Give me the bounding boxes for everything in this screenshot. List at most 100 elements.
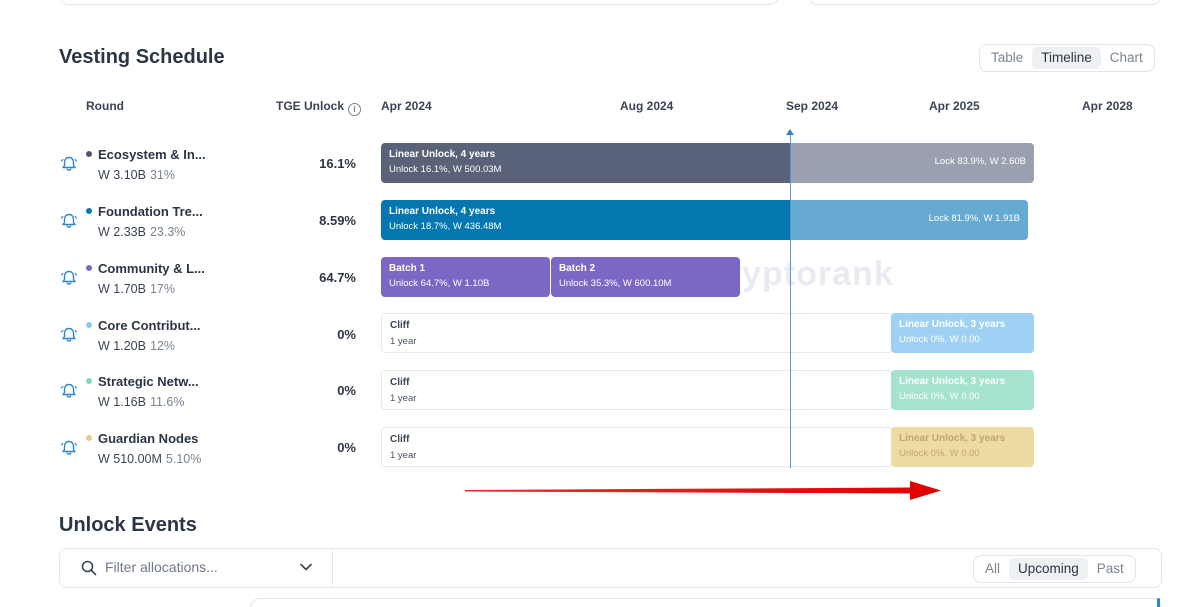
- bar-strategic-cliff[interactable]: Cliff 1 year: [381, 370, 892, 410]
- round-amount-percent: 5.10%: [165, 452, 202, 466]
- bar-strategic-linear[interactable]: Linear Unlock, 3 years Unlock 0%, W 0.00: [891, 370, 1034, 410]
- bar-title: Linear Unlock, 3 years: [899, 376, 1006, 387]
- bar-subtitle: Unlock 0%, W 0.00: [899, 391, 980, 402]
- round-tge-unlock: 0%: [337, 440, 356, 455]
- cliff-title: Cliff: [390, 320, 410, 331]
- round-amount-value: W 1.70B: [98, 282, 146, 296]
- cliff-title: Cliff: [390, 434, 410, 445]
- round-color-dot: [86, 265, 92, 271]
- round-row-strategic[interactable]: Strategic Netw... W 1.16B 11.6% 0%: [60, 374, 360, 414]
- round-amount-value: W 1.20B: [98, 339, 146, 353]
- bell-icon[interactable]: [60, 269, 78, 287]
- round-amount: W 3.10B 31%: [98, 168, 175, 182]
- round-color-dot: [86, 322, 92, 328]
- bar-title: Linear Unlock, 3 years: [899, 319, 1006, 330]
- unlock-events-title: Unlock Events: [59, 514, 197, 536]
- round-amount: W 510.00M 5.10%: [98, 452, 201, 466]
- round-tge-unlock: 0%: [337, 327, 356, 342]
- bar-community-batch-2[interactable]: Batch 2 Unlock 35.3%, W 600.10M: [551, 257, 740, 297]
- round-name: Strategic Netw...: [86, 374, 199, 389]
- cliff-subtitle: 1 year: [390, 393, 417, 404]
- round-name-label: Ecosystem & In...: [98, 147, 206, 162]
- bar-core-linear[interactable]: Linear Unlock, 3 years Unlock 0%, W 0.00: [891, 313, 1034, 353]
- view-timeline-button[interactable]: Timeline: [1032, 47, 1101, 69]
- bar-title: Batch 2: [559, 263, 596, 274]
- round-amount-percent: 12%: [149, 339, 175, 353]
- round-row-guardian[interactable]: Guardian Nodes W 510.00M 5.10% 0%: [60, 431, 360, 471]
- bell-icon[interactable]: [60, 155, 78, 173]
- filter-divider: [332, 549, 333, 587]
- view-toggle: Table Timeline Chart: [979, 44, 1155, 72]
- round-amount-percent: 23.3%: [149, 225, 186, 239]
- bar-subtitle: Unlock 16.1%, W 500.03M: [389, 164, 502, 175]
- round-row-core[interactable]: Core Contribut... W 1.20B 12% 0%: [60, 318, 360, 358]
- bell-icon[interactable]: [60, 212, 78, 230]
- view-chart-button[interactable]: Chart: [1109, 50, 1143, 65]
- column-tge-unlock: TGE Unlock i: [276, 99, 362, 116]
- bar-lock-label: Lock 81.9%, W 1.91B: [928, 213, 1020, 224]
- cliff-subtitle: 1 year: [390, 450, 417, 461]
- round-color-dot: [86, 151, 92, 157]
- red-arrow-annotation-icon: [465, 481, 941, 500]
- round-color-dot: [86, 208, 92, 214]
- vesting-schedule-title: Vesting Schedule: [59, 46, 225, 68]
- round-name: Guardian Nodes: [86, 431, 198, 446]
- round-color-dot: [86, 378, 92, 384]
- round-name-label: Strategic Netw...: [98, 374, 199, 389]
- round-amount-value: W 1.16B: [98, 395, 146, 409]
- filter-past-button[interactable]: Past: [1096, 561, 1124, 576]
- top-card-left: [59, 0, 779, 5]
- round-amount: W 1.70B 17%: [98, 282, 175, 296]
- round-name-label: Community & L...: [98, 261, 205, 276]
- bar-community-batch-1[interactable]: Batch 1 Unlock 64.7%, W 1.10B: [381, 257, 550, 297]
- round-row-ecosystem[interactable]: Ecosystem & In... W 3.10B 31% 16.1%: [60, 147, 360, 187]
- round-row-foundation[interactable]: Foundation Tre... W 2.33B 23.3% 8.59%: [60, 204, 360, 244]
- timeline-label-aug-2024: Aug 2024: [620, 99, 674, 113]
- round-tge-unlock: 16.1%: [319, 156, 356, 171]
- scrollbar-thumb[interactable]: [1157, 598, 1160, 607]
- today-marker-line: [790, 131, 791, 468]
- bar-foundation-lock[interactable]: Lock 81.9%, W 1.91B: [791, 200, 1028, 240]
- round-name: Community & L...: [86, 261, 205, 276]
- filter-all-button[interactable]: All: [985, 561, 1001, 576]
- today-marker-arrow-icon: [786, 129, 794, 135]
- round-tge-unlock: 8.59%: [319, 213, 356, 228]
- info-icon[interactable]: i: [348, 103, 362, 116]
- cliff-subtitle: 1 year: [390, 336, 417, 347]
- bar-subtitle: Unlock 0%, W 0.00: [899, 334, 980, 345]
- bar-title: Linear Unlock, 4 years: [389, 149, 496, 160]
- bar-ecosystem-unlock[interactable]: Linear Unlock, 4 years Unlock 16.1%, W 5…: [381, 143, 791, 183]
- bell-icon[interactable]: [60, 326, 78, 344]
- column-round: Round: [86, 99, 124, 113]
- bar-core-cliff[interactable]: Cliff 1 year: [381, 313, 892, 353]
- bar-subtitle: Unlock 64.7%, W 1.10B: [389, 278, 490, 289]
- bar-guardian-cliff[interactable]: Cliff 1 year: [381, 427, 892, 467]
- round-amount-percent: 31%: [149, 168, 175, 182]
- timeline-label-apr-2028: Apr 2028: [1082, 99, 1133, 113]
- timeline-label-sep-2024: Sep 2024: [786, 99, 839, 113]
- column-tge-label: TGE Unlock: [276, 99, 345, 113]
- round-row-community[interactable]: Community & L... W 1.70B 17% 64.7%: [60, 261, 360, 301]
- round-amount-value: W 510.00M: [98, 452, 162, 466]
- bar-lock-label: Lock 83.9%, W 2.60B: [934, 156, 1026, 167]
- event-filter-toggle: All Upcoming Past: [973, 555, 1136, 583]
- bell-icon[interactable]: [60, 439, 78, 457]
- timeline-label-apr-2024: Apr 2024: [381, 99, 432, 113]
- bar-foundation-unlock[interactable]: Linear Unlock, 4 years Unlock 18.7%, W 4…: [381, 200, 791, 240]
- events-card: [250, 598, 1162, 607]
- view-table-button[interactable]: Table: [991, 50, 1024, 65]
- bar-title: Linear Unlock, 4 years: [389, 206, 496, 217]
- bar-subtitle: Unlock 35.3%, W 600.10M: [559, 278, 672, 289]
- filter-upcoming-button[interactable]: Upcoming: [1009, 558, 1088, 580]
- round-amount-value: W 2.33B: [98, 225, 146, 239]
- round-name: Core Contribut...: [86, 318, 201, 333]
- round-name: Foundation Tre...: [86, 204, 203, 219]
- bar-ecosystem-lock[interactable]: Lock 83.9%, W 2.60B: [791, 143, 1034, 183]
- bar-guardian-linear[interactable]: Linear Unlock, 3 years Unlock 0%, W 0.00: [891, 427, 1034, 467]
- round-tge-unlock: 64.7%: [319, 270, 356, 285]
- bell-icon[interactable]: [60, 382, 78, 400]
- round-name-label: Foundation Tre...: [98, 204, 203, 219]
- search-icon: [81, 560, 97, 576]
- filter-allocations-input[interactable]: [105, 559, 285, 575]
- chevron-down-icon[interactable]: [300, 563, 312, 571]
